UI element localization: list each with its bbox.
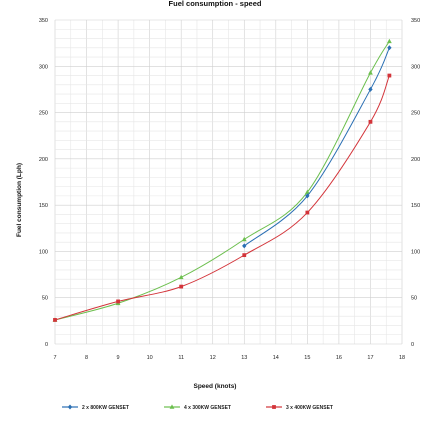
legend-marker: [272, 405, 276, 409]
x-tick-label: 14: [273, 355, 279, 361]
y-tick-label-left: 250: [39, 111, 48, 117]
y-tick-label-left: 100: [39, 249, 48, 255]
x-tick-label: 12: [210, 355, 216, 361]
x-tick-label: 16: [336, 355, 342, 361]
data-point-2-x-800kw-genset: [368, 86, 373, 92]
y-tick-label-left: 300: [39, 64, 48, 70]
y-tick-label-right: 250: [411, 111, 420, 117]
legend-marker: [67, 404, 73, 410]
x-tick-label: 7: [53, 355, 56, 361]
data-point-3-x-400kw-genset: [179, 284, 184, 289]
x-tick-label: 15: [304, 355, 310, 361]
data-point-2-x-800kw-genset: [242, 243, 247, 249]
y-tick-label-left: 350: [39, 18, 48, 24]
x-tick-label: 8: [85, 355, 88, 361]
x-tick-label: 11: [178, 355, 184, 361]
series-line-3-x-400kw-genset: [54, 75, 390, 321]
data-point-4-x-300kw-genset: [386, 38, 392, 44]
y-tick-label-right: 50: [411, 296, 417, 302]
legend-item-2-x-800kw-genset: 2 x 800KW GENSET: [62, 404, 129, 411]
legend-label: 2 x 800KW GENSET: [82, 405, 129, 411]
grid: [54, 19, 403, 345]
y-tick-label-right: 0: [411, 342, 414, 348]
tick-labels: 7 8 9 10 11 12 13 14 15 16 17 18 0 0 50 50 100 100 150 150 2…: [39, 18, 420, 361]
y-tick-label-left: 50: [42, 296, 48, 302]
series-line-4-x-300kw-genset: [54, 41, 390, 321]
y-tick-label-right: 300: [411, 64, 420, 70]
y-tick-label-right: 200: [411, 157, 420, 163]
y-tick-label-left: 200: [39, 157, 48, 163]
legend-label: 3 x 400KW GENSET: [286, 405, 333, 411]
x-tick-label: 17: [367, 355, 373, 361]
legend-item-4-x-300kw-genset: 4 x 300KW GENSET: [164, 404, 231, 411]
chart-title: Fuel consumption - speed: [169, 0, 262, 8]
y-tick-label-left: 0: [45, 342, 48, 348]
y-tick-label-right: 100: [411, 249, 420, 255]
data-point-3-x-400kw-genset: [242, 253, 247, 258]
legend-marker: [169, 404, 175, 409]
data-point-3-x-400kw-genset: [116, 299, 120, 304]
legend-label: 4 x 300KW GENSET: [184, 405, 231, 411]
series-layer: [52, 38, 392, 322]
data-point-3-x-400kw-genset: [53, 318, 57, 322]
y-tick-label-left: 150: [39, 203, 48, 209]
y-tick-label-right: 150: [411, 203, 420, 209]
x-tick-label: 10: [147, 355, 153, 361]
x-axis-label: Speed (knots): [194, 383, 237, 390]
x-tick-label: 18: [399, 355, 405, 361]
data-point-4-x-300kw-genset: [368, 70, 373, 75]
data-point-4-x-300kw-genset: [178, 274, 184, 280]
data-point-2-x-800kw-genset: [305, 193, 310, 199]
x-tick-label: 13: [241, 355, 247, 361]
data-point-4-x-300kw-genset: [241, 236, 247, 242]
x-tick-label: 9: [117, 355, 120, 361]
legend: 2 x 800KW GENSET 4 x 300KW GENSET 3 x 400K…: [62, 404, 333, 411]
data-point-4-x-300kw-genset: [304, 189, 310, 194]
legend-item-3-x-400kw-genset: 3 x 400KW GENSET: [266, 405, 333, 411]
series-line-2-x-800kw-genset: [243, 47, 390, 247]
y-tick-label-right: 350: [411, 18, 420, 24]
y-axis-label: Fuel consumption (Lph): [16, 163, 23, 237]
data-point-2-x-800kw-genset: [387, 45, 392, 51]
data-point-3-x-400kw-genset: [387, 73, 392, 78]
data-point-3-x-400kw-genset: [305, 210, 310, 215]
data-point-3-x-400kw-genset: [368, 119, 373, 124]
